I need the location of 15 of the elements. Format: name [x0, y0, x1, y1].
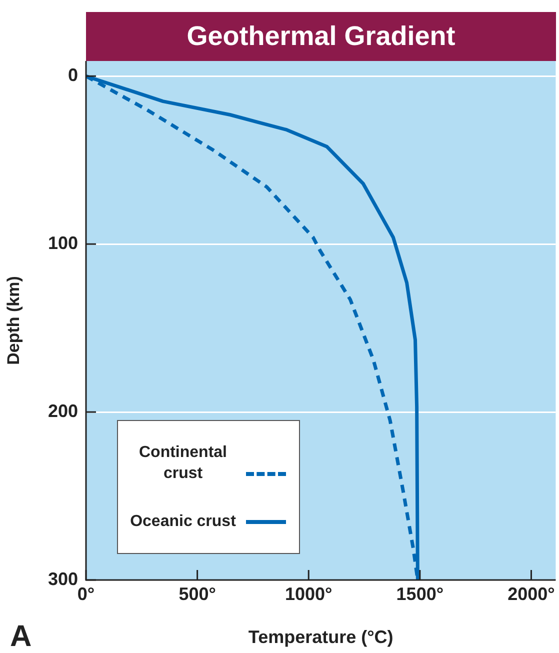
- y-tick-label: 200: [48, 401, 78, 422]
- y-axis-title: Depth (km): [4, 276, 23, 365]
- x-tick-label: 1500°: [396, 584, 444, 604]
- x-tick-label: 2000°: [508, 584, 555, 604]
- x-tick-label: 500°: [178, 584, 216, 604]
- y-tick-label: 100: [48, 233, 78, 254]
- x-axis-title: Temperature (°C): [248, 627, 394, 648]
- x-tick-label: 0°: [77, 584, 95, 604]
- y-tick-label: 300: [48, 568, 78, 589]
- chart-title: Geothermal Gradient: [86, 12, 556, 61]
- y-tick-label: 0: [68, 65, 78, 86]
- text: A: [10, 620, 32, 653]
- legend-label: Oceanic crust: [129, 512, 237, 532]
- legend-label: Continental crust: [138, 443, 228, 484]
- x-tick-label: 1000°: [284, 584, 332, 604]
